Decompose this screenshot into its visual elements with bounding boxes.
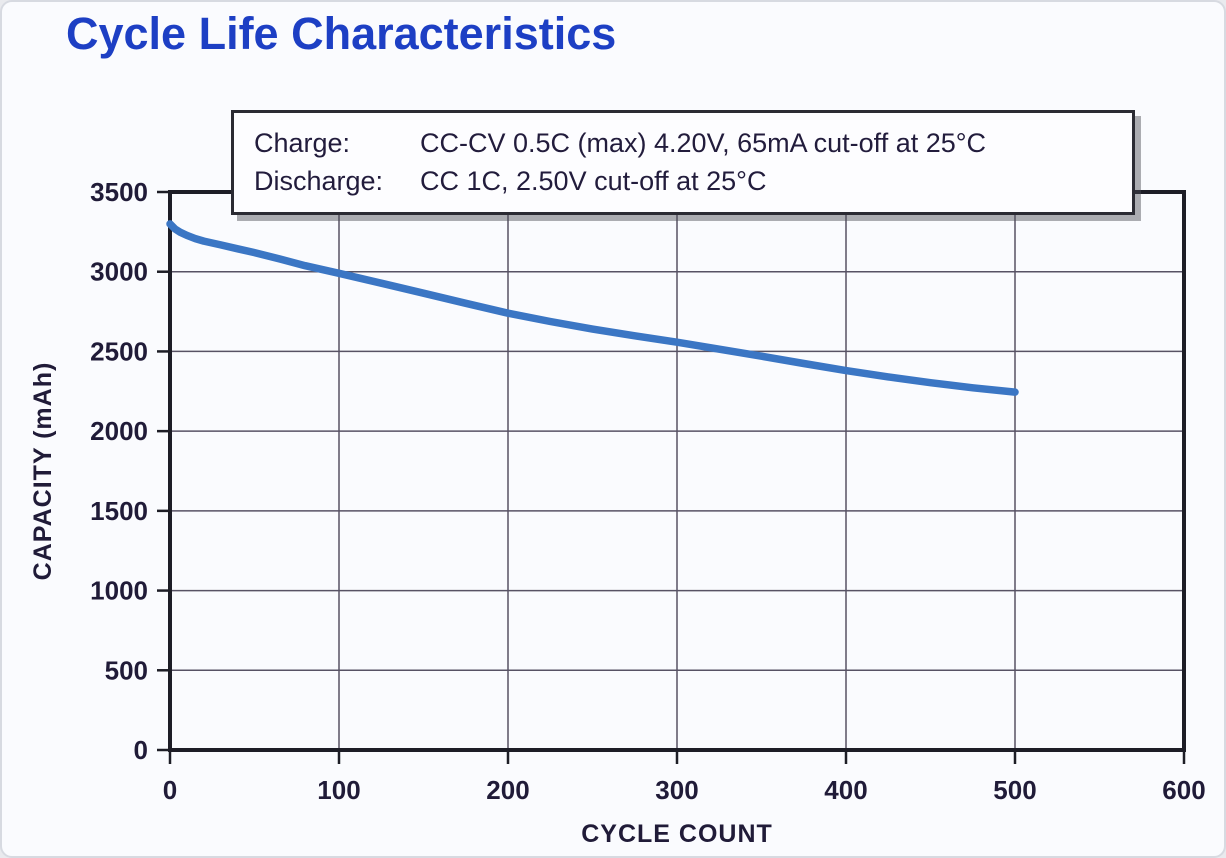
- x-tick-label: 400: [824, 775, 867, 805]
- page-title: Cycle Life Characteristics: [66, 8, 617, 59]
- y-tick-label: 2000: [90, 416, 148, 446]
- y-tick-label: 1000: [90, 576, 148, 606]
- y-tick-label: 0: [134, 735, 148, 765]
- x-tick-label: 600: [1162, 775, 1205, 805]
- discharge-value: CC 1C, 2.50V cut-off at 25°C: [420, 166, 767, 196]
- charge-value: CC-CV 0.5C (max) 4.20V, 65mA cut-off at …: [420, 128, 987, 158]
- x-axis-title: CYCLE COUNT: [581, 820, 773, 848]
- x-tick-label: 100: [317, 775, 360, 805]
- test-conditions-callout: Charge: CC-CV 0.5C (max) 4.20V, 65mA cut…: [231, 110, 1135, 215]
- x-tick-label: 300: [655, 775, 698, 805]
- y-tick-label: 500: [105, 655, 148, 685]
- discharge-label: Discharge:: [254, 166, 384, 196]
- x-tick-label: 0: [163, 775, 177, 805]
- y-tick-label: 3500: [90, 177, 148, 207]
- discharge-conditions-row: Discharge: CC 1C, 2.50V cut-off at 25°C: [254, 162, 1132, 200]
- x-tick-label: 200: [486, 775, 529, 805]
- x-tick-label: 500: [993, 775, 1036, 805]
- charge-label: Charge:: [254, 128, 351, 158]
- y-tick-label: 3000: [90, 257, 148, 287]
- charge-conditions-row: Charge: CC-CV 0.5C (max) 4.20V, 65mA cut…: [254, 124, 1132, 162]
- capacity-curve: [166, 220, 1019, 396]
- y-axis-title: CAPACITY (mAh): [29, 362, 57, 581]
- y-tick-label: 2500: [90, 336, 148, 366]
- y-tick-label: 1500: [90, 496, 148, 526]
